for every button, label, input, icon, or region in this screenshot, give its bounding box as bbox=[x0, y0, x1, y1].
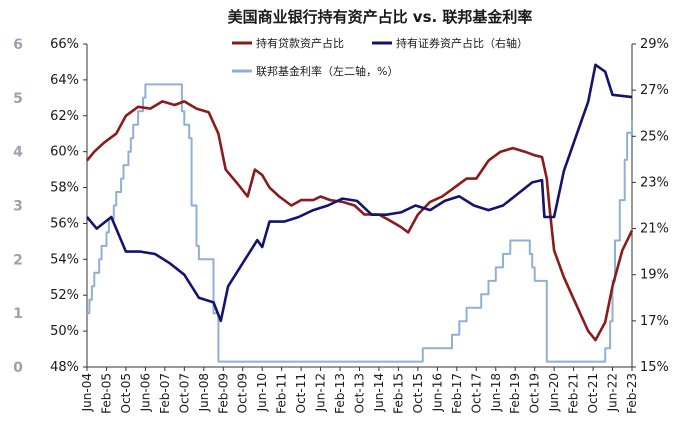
left-tick-label: 60% bbox=[50, 145, 79, 160]
series bbox=[85, 63, 634, 363]
outer-left-tick-label: 3 bbox=[13, 199, 23, 215]
x-tick-label: Jun-06 bbox=[138, 373, 152, 412]
right-tick-label: 25% bbox=[640, 129, 669, 144]
legend-label-fed-funds: 联邦基金利率（左二轴，%） bbox=[256, 64, 398, 78]
x-tick-label: Jun-10 bbox=[255, 373, 269, 412]
chart-title: 美国商业银行持有资产占比 vs. 联邦基金利率 bbox=[228, 8, 533, 26]
x-tick-label: Feb-11 bbox=[275, 373, 289, 414]
x-tick-label: Feb-09 bbox=[216, 373, 230, 414]
right-tick-label: 21% bbox=[640, 222, 669, 237]
x-tick-label: Jun-20 bbox=[547, 373, 561, 412]
outer-left-tick-label: 4 bbox=[13, 145, 23, 161]
x-tick-label: Jun-22 bbox=[606, 373, 620, 412]
outer-left-tick-label: 5 bbox=[13, 91, 23, 107]
right-tick-label: 27% bbox=[640, 83, 669, 98]
right-tick-label: 19% bbox=[640, 268, 669, 283]
x-tick-label: Oct-05 bbox=[119, 373, 133, 413]
x-tick-label: Feb-23 bbox=[625, 373, 639, 414]
outer-left-tick-label: 2 bbox=[13, 252, 23, 268]
x-tick-label: Jun-12 bbox=[314, 373, 328, 412]
loans-series-line bbox=[85, 100, 634, 342]
outer-left-tick-label: 1 bbox=[13, 306, 23, 322]
legend-label-securities: 持有证券资产占比（右轴） bbox=[396, 36, 528, 50]
x-tick-label: Feb-13 bbox=[333, 373, 347, 414]
x-tick-label: Jun-16 bbox=[430, 373, 444, 412]
right-tick-label: 17% bbox=[640, 314, 669, 329]
outer-left-tick-label: 0 bbox=[13, 360, 23, 376]
x-tick-label: Oct-11 bbox=[294, 373, 308, 413]
x-tick-label: Feb-07 bbox=[158, 373, 172, 414]
x-tick-label: Oct-17 bbox=[469, 373, 483, 413]
x-tick-label: Feb-19 bbox=[508, 373, 522, 414]
x-tick-label: Jun-14 bbox=[372, 373, 386, 412]
x-tick-label: Feb-15 bbox=[391, 373, 405, 414]
axes: 48% 50% 52% 54% 56% 58% 60% 62% 64% 66% 0 1 2 3 4 5 6 15%… bbox=[13, 37, 669, 414]
x-tick-label: Oct-13 bbox=[353, 373, 367, 413]
left-tick-label: 56% bbox=[50, 216, 79, 231]
right-tick-label: 23% bbox=[640, 175, 669, 190]
x-tick-label: Oct-07 bbox=[177, 373, 191, 413]
securities-series-line bbox=[86, 63, 633, 323]
x-tick-label: Oct-21 bbox=[586, 373, 600, 413]
x-tick-label: Jun-04 bbox=[80, 373, 94, 412]
x-tick-label: Oct-19 bbox=[528, 373, 542, 413]
left-tick-label: 52% bbox=[50, 288, 79, 303]
left-tick-label: 50% bbox=[50, 324, 79, 339]
x-tick-label: Jun-08 bbox=[197, 373, 211, 412]
x-tick-label: Feb-05 bbox=[99, 373, 113, 414]
x-tick-label: Jun-18 bbox=[489, 373, 503, 412]
x-tick-label: Feb-17 bbox=[450, 373, 464, 414]
left-tick-label: 58% bbox=[50, 181, 79, 196]
left-tick-label: 48% bbox=[50, 360, 79, 375]
x-tick-label: Oct-09 bbox=[236, 373, 250, 413]
x-tick-label: Feb-21 bbox=[567, 373, 581, 414]
right-tick-label: 15% bbox=[640, 360, 669, 375]
left-tick-label: 62% bbox=[50, 109, 79, 124]
legend: 持有贷款资产占比 持有证券资产占比（右轴） 联邦基金利率（左二轴，%） bbox=[232, 36, 528, 78]
legend-label-loans: 持有贷款资产占比 bbox=[256, 36, 344, 50]
left-tick-label: 66% bbox=[50, 37, 79, 52]
left-tick-label: 64% bbox=[50, 73, 79, 88]
outer-left-tick-label: 6 bbox=[13, 37, 23, 53]
left-tick-label: 54% bbox=[50, 252, 79, 267]
x-tick-label: Oct-15 bbox=[411, 373, 425, 413]
fed-funds-series-line bbox=[87, 83, 633, 363]
right-tick-label: 29% bbox=[640, 37, 669, 52]
